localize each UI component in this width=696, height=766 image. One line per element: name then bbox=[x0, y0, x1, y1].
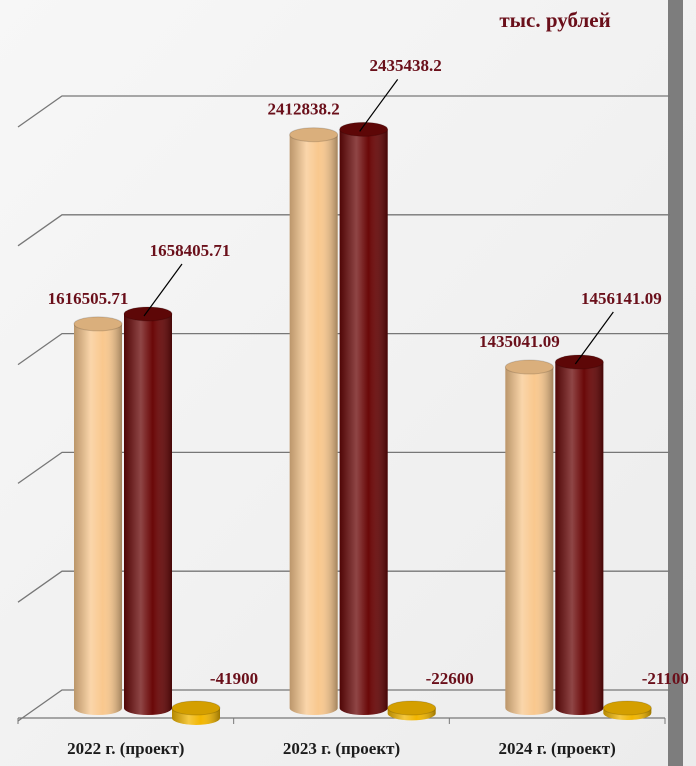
leader-line bbox=[359, 78, 399, 132]
shading bbox=[74, 323, 122, 715]
data-label: 2412838.2 bbox=[268, 100, 340, 119]
grid-line bbox=[17, 451, 670, 484]
grid-line bbox=[17, 570, 670, 603]
data-label: -22600 bbox=[426, 669, 474, 688]
x-tick-label: 2024 г. (проект) bbox=[499, 739, 616, 758]
bar-top-shade bbox=[387, 701, 436, 715]
bar bbox=[387, 700, 437, 721]
shading bbox=[289, 134, 338, 715]
bar-top bbox=[171, 700, 221, 716]
bar bbox=[602, 700, 652, 721]
bar-top-shade bbox=[555, 355, 604, 370]
bar bbox=[554, 354, 604, 715]
bar bbox=[339, 121, 389, 715]
bar-top bbox=[123, 306, 173, 322]
shading bbox=[505, 367, 554, 715]
x-tick-label: 2023 г. (проект) bbox=[283, 739, 400, 758]
data-label: 1616505.71 bbox=[48, 289, 129, 308]
bar-top bbox=[504, 359, 554, 375]
grid-line bbox=[17, 689, 670, 722]
shading bbox=[339, 129, 388, 715]
grid-line bbox=[17, 95, 670, 128]
bar-top-shade bbox=[505, 360, 554, 375]
bar-top bbox=[602, 700, 652, 716]
bar bbox=[289, 127, 339, 715]
bar-top-shade bbox=[289, 127, 338, 142]
data-label: -41900 bbox=[210, 669, 258, 688]
bar-top bbox=[387, 700, 437, 716]
bar-top bbox=[289, 127, 339, 143]
data-label: -21100 bbox=[642, 669, 689, 688]
data-label: 1456141.09 bbox=[581, 289, 662, 308]
bar-top bbox=[73, 316, 123, 332]
bar-top bbox=[339, 121, 389, 137]
data-label: 1435041.09 bbox=[479, 332, 560, 351]
bar bbox=[123, 306, 173, 715]
shading bbox=[555, 362, 604, 715]
bar bbox=[504, 359, 554, 715]
bar-top-shade bbox=[339, 122, 388, 137]
bar-top-shade bbox=[172, 701, 220, 715]
grid-line bbox=[17, 332, 670, 366]
shading bbox=[124, 313, 172, 715]
bar bbox=[171, 700, 221, 725]
bar-top bbox=[554, 354, 604, 370]
bar-top-shade bbox=[603, 701, 652, 715]
x-tick-label: 2022 г. (проект) bbox=[67, 739, 184, 758]
data-label: 1658405.71 bbox=[150, 241, 231, 260]
grid-line bbox=[17, 214, 670, 247]
leader-line bbox=[574, 311, 614, 365]
bar-top-shade bbox=[124, 306, 172, 321]
side-bar bbox=[668, 0, 683, 766]
bar-top-shade bbox=[74, 316, 122, 331]
leader-line bbox=[143, 263, 183, 317]
data-label: 2435438.2 bbox=[370, 56, 442, 75]
unit-label: тыс. рублей bbox=[499, 8, 610, 32]
bar bbox=[73, 316, 123, 715]
